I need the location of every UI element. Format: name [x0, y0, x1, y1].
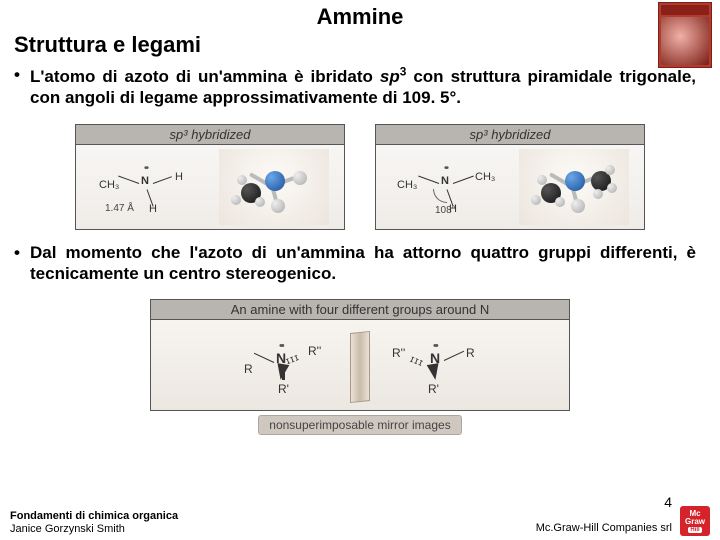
ball-stick-model-right: [519, 149, 629, 225]
footer-left: Fondamenti di chimica organica Janice Go…: [10, 510, 178, 536]
figure-1-right-label: sp³ hybridized: [376, 125, 644, 145]
figure-1: sp³ hybridized •• N CH₃ H H 1.47 Å: [0, 124, 720, 230]
structural-formula-right: •• N CH₃ CH₃ H 108°: [391, 149, 501, 225]
mirror-plane-icon: [350, 331, 370, 403]
figure-2-caption-row: nonsuperimposable mirror images: [0, 415, 720, 439]
ball-stick-model-left: [219, 149, 329, 225]
bullet-2: • Dal momento che l'azoto di un'ammina h…: [0, 242, 720, 295]
figure-1-left-label: sp³ hybridized: [76, 125, 344, 145]
bullet-1: • L'atomo di azoto di un'ammina è ibrida…: [0, 64, 720, 118]
book-cover-thumbnail: [658, 2, 712, 68]
structural-formula-left: •• N CH₃ H H 1.47 Å: [91, 149, 201, 225]
bullet-2-text: Dal momento che l'azoto di un'ammina ha …: [30, 243, 696, 283]
page-number: 4: [536, 494, 672, 510]
author-footer: Janice Gorzynski Smith: [10, 523, 178, 536]
section-title: Struttura e legami: [0, 30, 720, 64]
footer: Fondamenti di chimica organica Janice Go…: [0, 494, 720, 536]
figure-1-right-panel: sp³ hybridized •• N CH₃ CH₃ H 108°: [375, 124, 645, 230]
book-title-bar: [661, 5, 709, 15]
mcgraw-hill-logo-icon: Mc Graw Hill: [680, 506, 710, 536]
figure-1-left-panel: sp³ hybridized •• N CH₃ H H 1.47 Å: [75, 124, 345, 230]
page-title: Ammine: [0, 0, 720, 30]
bullet-1-text: L'atomo di azoto di un'ammina è ibridato…: [30, 67, 696, 107]
amine-left: •• N R ɪɪɪ R'' R': [216, 326, 336, 408]
figure-2: An amine with four different groups arou…: [0, 299, 720, 411]
footer-right: 4 Mc.Graw-Hill Companies srl Mc Graw Hil…: [536, 494, 710, 536]
figure-2-label: An amine with four different groups arou…: [151, 300, 569, 320]
book-title-footer: Fondamenti di chimica organica: [10, 510, 178, 523]
publisher-text: Mc.Graw-Hill Companies srl: [536, 522, 672, 534]
book-cover-image: [661, 17, 709, 65]
amine-right: •• N R ɪɪɪ R'' R': [384, 326, 504, 408]
figure-2-caption: nonsuperimposable mirror images: [258, 415, 461, 435]
